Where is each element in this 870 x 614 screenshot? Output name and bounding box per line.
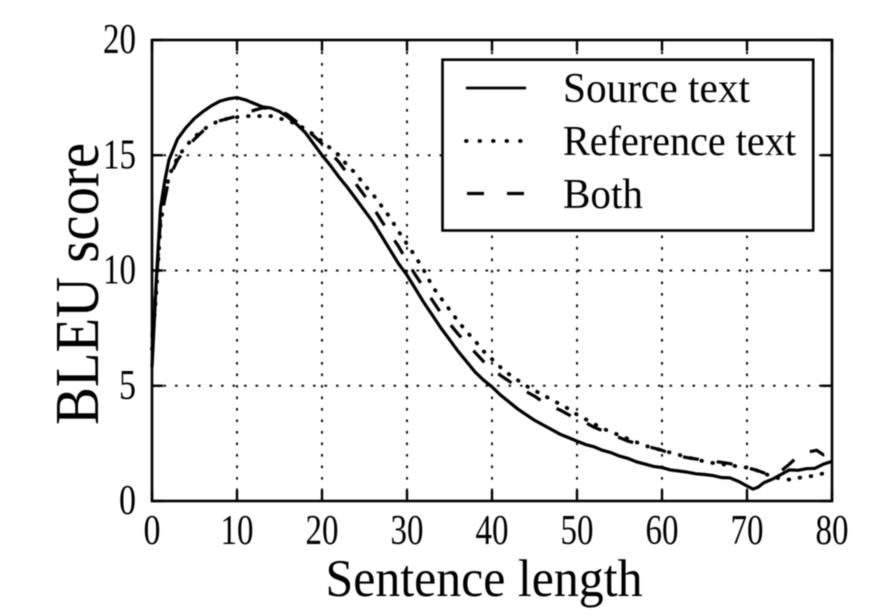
svg-text:70: 70 (731, 508, 764, 554)
svg-text:30: 30 (391, 508, 424, 554)
svg-text:10: 10 (103, 248, 136, 294)
svg-text:0: 0 (119, 478, 136, 524)
svg-text:15: 15 (103, 132, 136, 178)
svg-text:Sentence length: Sentence length (326, 550, 643, 608)
svg-text:BLEU score: BLEU score (44, 143, 112, 425)
svg-text:10: 10 (221, 508, 254, 554)
svg-text:20: 20 (306, 508, 339, 554)
svg-text:50: 50 (561, 508, 594, 554)
svg-text:5: 5 (119, 363, 136, 409)
svg-text:40: 40 (476, 508, 509, 554)
svg-text:Both: Both (563, 172, 643, 218)
svg-text:80: 80 (816, 508, 849, 554)
svg-text:60: 60 (646, 508, 679, 554)
svg-text:0: 0 (144, 508, 161, 554)
svg-text:Reference text: Reference text (563, 119, 796, 165)
svg-text:Source text: Source text (563, 66, 750, 112)
svg-text:20: 20 (103, 17, 136, 63)
